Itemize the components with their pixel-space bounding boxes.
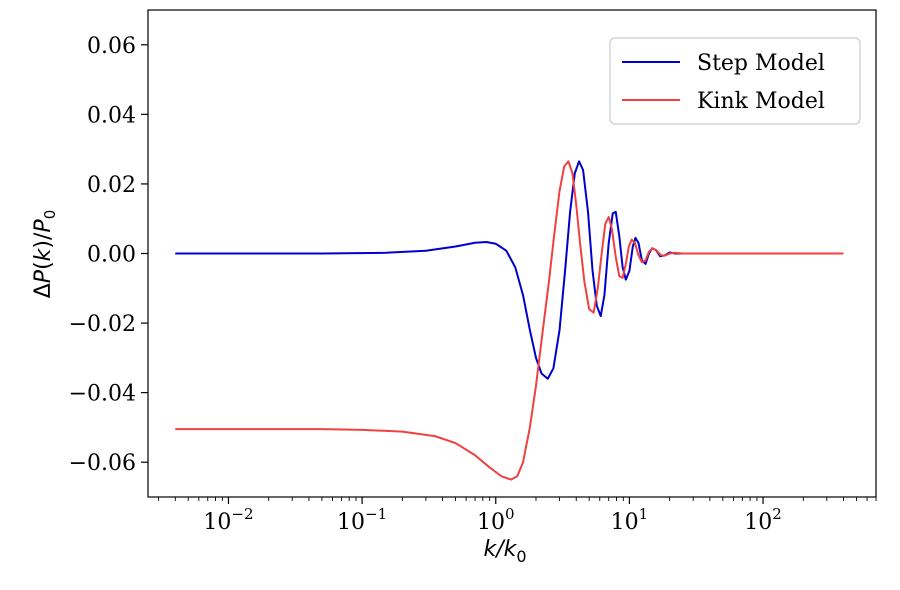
y-tick-label: 0.02 bbox=[87, 173, 136, 198]
legend-box bbox=[609, 37, 861, 125]
x-tick-label: 10−2 bbox=[203, 505, 253, 535]
x-tick-label: 101 bbox=[611, 505, 649, 535]
y-axis: 0.06 0.04 0.02 0.00 −0.02 −0.04 −0.06 bbox=[69, 34, 148, 476]
x-tick-label: 102 bbox=[744, 505, 782, 535]
legend: Step Model Kink Model bbox=[609, 37, 861, 125]
x-axis: 10−2 10−1 100 101 102 bbox=[158, 497, 877, 535]
series-layer bbox=[175, 160, 844, 481]
y-tick-label: 0.00 bbox=[87, 243, 136, 268]
x-axis-title: k/k0 bbox=[483, 537, 526, 566]
legend-label-step-model: Step Model bbox=[697, 51, 825, 76]
y-tick-label: −0.06 bbox=[69, 451, 136, 476]
legend-label-kink-model: Kink Model bbox=[697, 89, 825, 114]
x-tick-label: 10−1 bbox=[337, 505, 387, 535]
y-tick-label: −0.02 bbox=[69, 312, 136, 337]
y-axis-title: ΔP(k)/P0 bbox=[31, 210, 59, 299]
y-tick-label: 0.04 bbox=[87, 103, 136, 128]
series-line-step-model bbox=[175, 160, 844, 380]
x-tick-label: 100 bbox=[477, 505, 515, 535]
y-tick-label: 0.06 bbox=[87, 34, 136, 59]
y-tick-label: −0.04 bbox=[69, 382, 136, 407]
series-line-kink-model bbox=[175, 160, 844, 481]
